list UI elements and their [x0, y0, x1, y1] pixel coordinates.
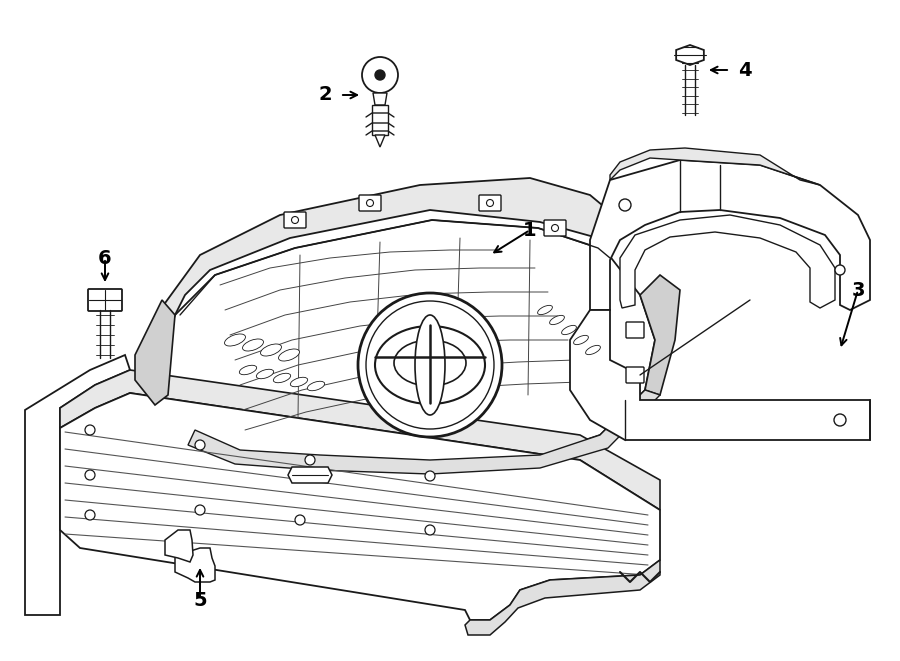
Circle shape	[619, 199, 631, 211]
Polygon shape	[25, 355, 130, 615]
Polygon shape	[188, 390, 660, 474]
Polygon shape	[676, 45, 704, 65]
Circle shape	[195, 440, 205, 450]
Circle shape	[362, 57, 398, 93]
Text: 4: 4	[738, 61, 752, 79]
Polygon shape	[60, 393, 660, 620]
Polygon shape	[288, 467, 332, 483]
Polygon shape	[620, 215, 835, 308]
Polygon shape	[175, 548, 215, 582]
Polygon shape	[375, 135, 385, 147]
FancyBboxPatch shape	[479, 195, 501, 211]
Ellipse shape	[562, 325, 576, 334]
Circle shape	[425, 525, 435, 535]
Circle shape	[487, 200, 493, 206]
FancyBboxPatch shape	[88, 289, 122, 311]
Polygon shape	[610, 148, 820, 185]
Polygon shape	[570, 310, 870, 440]
Ellipse shape	[224, 334, 246, 346]
Circle shape	[292, 217, 299, 223]
Circle shape	[195, 505, 205, 515]
Circle shape	[295, 515, 305, 525]
FancyBboxPatch shape	[284, 212, 306, 228]
FancyBboxPatch shape	[359, 195, 381, 211]
Circle shape	[425, 471, 435, 481]
Circle shape	[834, 414, 846, 426]
Ellipse shape	[375, 326, 485, 404]
Ellipse shape	[308, 381, 325, 391]
FancyBboxPatch shape	[626, 367, 644, 383]
Polygon shape	[160, 178, 620, 315]
Circle shape	[85, 510, 95, 520]
Polygon shape	[60, 370, 660, 510]
Polygon shape	[372, 105, 388, 135]
Polygon shape	[373, 93, 387, 105]
Circle shape	[366, 301, 494, 429]
Circle shape	[835, 265, 845, 275]
Polygon shape	[162, 220, 655, 460]
FancyBboxPatch shape	[626, 322, 644, 338]
Ellipse shape	[537, 305, 553, 315]
Ellipse shape	[274, 373, 291, 383]
Polygon shape	[135, 300, 175, 405]
Circle shape	[375, 70, 385, 80]
Ellipse shape	[260, 344, 282, 356]
Ellipse shape	[394, 340, 466, 386]
FancyBboxPatch shape	[544, 220, 566, 236]
Polygon shape	[94, 293, 116, 307]
Polygon shape	[465, 560, 660, 635]
Text: 1: 1	[523, 221, 536, 239]
Polygon shape	[165, 530, 193, 562]
Circle shape	[366, 200, 373, 206]
Ellipse shape	[415, 315, 445, 415]
Ellipse shape	[278, 349, 300, 361]
Ellipse shape	[291, 377, 308, 387]
Circle shape	[552, 225, 559, 231]
Text: 6: 6	[98, 249, 112, 268]
Ellipse shape	[242, 339, 264, 351]
Ellipse shape	[550, 315, 564, 325]
Text: 2: 2	[319, 85, 332, 104]
Circle shape	[305, 455, 315, 465]
Circle shape	[358, 293, 502, 437]
Polygon shape	[640, 275, 680, 395]
Polygon shape	[590, 160, 870, 310]
Ellipse shape	[256, 369, 274, 379]
Circle shape	[85, 425, 95, 435]
Text: 3: 3	[851, 280, 865, 299]
Circle shape	[85, 470, 95, 480]
Ellipse shape	[239, 366, 256, 375]
Ellipse shape	[573, 335, 589, 344]
Text: 5: 5	[194, 590, 207, 609]
Ellipse shape	[586, 345, 600, 355]
